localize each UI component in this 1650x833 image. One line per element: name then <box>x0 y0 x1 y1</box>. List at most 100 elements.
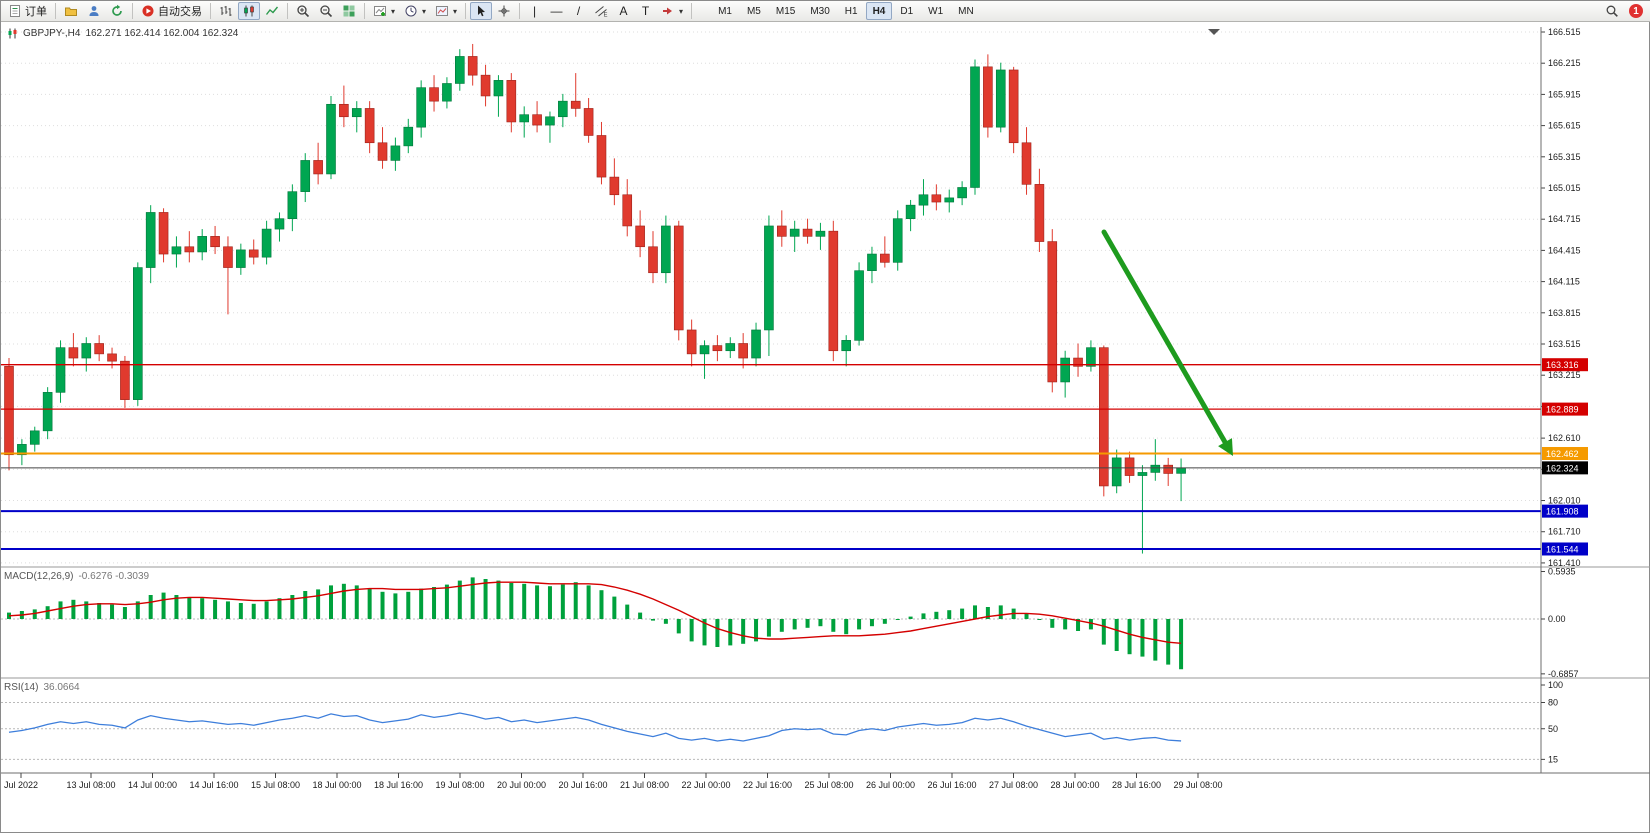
horizontal-lines[interactable] <box>1 364 1541 550</box>
candle-body[interactable] <box>210 236 220 248</box>
candle-body[interactable] <box>970 66 980 188</box>
candle-body[interactable] <box>532 114 542 126</box>
timeframe-d1-button[interactable]: D1 <box>900 5 914 17</box>
candle-body[interactable] <box>261 228 272 258</box>
candles[interactable] <box>4 43 1186 554</box>
candle-body[interactable] <box>764 225 774 331</box>
candle-body[interactable] <box>725 343 736 352</box>
candle-body[interactable] <box>55 347 66 393</box>
candle-body[interactable] <box>4 366 14 456</box>
candle-body[interactable] <box>1034 184 1045 242</box>
candle-body[interactable] <box>815 230 826 237</box>
vertical-line-tool-button[interactable]: | <box>524 2 545 20</box>
candle-body[interactable] <box>467 56 478 76</box>
candle-body[interactable] <box>1124 457 1135 476</box>
candle-body[interactable] <box>609 176 620 196</box>
indicators-button[interactable]: ▾ <box>369 2 399 20</box>
templates-button[interactable]: ▾ <box>431 2 461 20</box>
candle-body[interactable] <box>107 353 117 362</box>
candle-body[interactable] <box>17 444 27 456</box>
candle-body[interactable] <box>313 160 323 175</box>
candle-body[interactable] <box>983 66 993 128</box>
new-order-button[interactable]: 订单 <box>4 2 51 20</box>
candle-body[interactable] <box>493 80 504 97</box>
candle-body[interactable] <box>1073 357 1083 367</box>
candle-body[interactable] <box>712 345 723 352</box>
candle-body[interactable] <box>519 114 530 123</box>
folder-button[interactable] <box>60 2 82 20</box>
candle-body[interactable] <box>583 108 594 136</box>
candle-body[interactable] <box>248 249 259 258</box>
candle-body[interactable] <box>506 80 517 123</box>
candle-body[interactable] <box>570 100 581 109</box>
candle-body[interactable] <box>661 225 671 274</box>
line-chart-type-button[interactable] <box>261 2 283 20</box>
candle-body[interactable] <box>364 108 375 144</box>
candle-body[interactable] <box>429 87 439 102</box>
candle-body[interactable] <box>274 218 285 230</box>
candle-body[interactable] <box>223 246 233 268</box>
trend-arrow[interactable] <box>1101 229 1233 456</box>
candle-body[interactable] <box>1150 464 1161 473</box>
candle-body[interactable] <box>287 191 298 219</box>
candle-body[interactable] <box>1086 347 1096 367</box>
notification-badge[interactable]: 1 <box>1629 4 1643 18</box>
price-axis[interactable]: 166.515 166.215 165.915 165.615 165.315 165.0… <box>1541 27 1581 568</box>
candle-body[interactable] <box>841 340 852 352</box>
candle-body[interactable] <box>442 83 452 102</box>
macd-signal-line[interactable] <box>8 581 1182 645</box>
candle-body[interactable] <box>957 187 967 199</box>
timeframe-m1-button[interactable]: M1 <box>718 5 732 17</box>
trendline-tool-button[interactable]: / <box>568 2 589 20</box>
candle-body[interactable] <box>622 194 633 227</box>
candle-body[interactable] <box>236 249 246 268</box>
channel-tool-button[interactable]: E <box>590 2 612 20</box>
candle-body[interactable] <box>339 103 349 118</box>
text-tool-button[interactable]: A <box>613 2 634 20</box>
profile-button[interactable] <box>83 2 105 20</box>
zoom-out-button[interactable] <box>315 2 337 20</box>
timeframe-m15-button[interactable]: M15 <box>775 5 796 17</box>
candle-body[interactable] <box>802 228 813 237</box>
timeframe-h4-button[interactable]: H4 <box>865 2 893 20</box>
candle-body[interactable] <box>197 236 207 253</box>
candle-body[interactable] <box>1060 357 1070 383</box>
timeframe-h1-button[interactable]: H1 <box>844 5 858 17</box>
candle-body[interactable] <box>184 246 195 253</box>
zoom-in-button[interactable] <box>292 2 314 20</box>
candle-body[interactable] <box>867 253 877 271</box>
timeframe-m30-button[interactable]: M30 <box>810 5 830 17</box>
candle-body[interactable] <box>1137 472 1148 476</box>
candle-body[interactable] <box>648 246 658 274</box>
panel-separators[interactable] <box>1 27 1650 774</box>
candle-body[interactable] <box>480 74 491 97</box>
candle-body[interactable] <box>545 116 555 126</box>
candle-body[interactable] <box>1176 467 1186 474</box>
candle-body[interactable] <box>158 212 169 255</box>
candle-body[interactable] <box>403 126 414 147</box>
candle-body[interactable] <box>1047 241 1058 383</box>
candle-body[interactable] <box>1099 347 1109 487</box>
horizontal-line-tool-button[interactable]: — <box>546 2 567 20</box>
candle-body[interactable] <box>68 347 79 359</box>
candle-body[interactable] <box>776 225 787 237</box>
candle-body[interactable] <box>905 204 916 219</box>
candle-body[interactable] <box>171 246 182 255</box>
candle-body[interactable] <box>1008 69 1019 144</box>
candle-body[interactable] <box>120 360 130 400</box>
candle-body[interactable] <box>454 56 465 84</box>
candle-body[interactable] <box>1163 464 1173 474</box>
candle-body[interactable] <box>145 212 156 268</box>
time-axis[interactable]: Jul 2022 13 Jul 08:00 14 Jul 00:00 14 Jul 1… <box>4 773 1223 790</box>
crosshair-tool-button[interactable] <box>493 2 515 20</box>
cursor-tool-button[interactable] <box>470 2 493 20</box>
candle-body[interactable] <box>1111 457 1122 487</box>
candle-body[interactable] <box>390 145 401 161</box>
timeframe-m5-button[interactable]: M5 <box>746 5 761 17</box>
candle-body[interactable] <box>300 160 311 192</box>
candle-chart-type-button[interactable] <box>238 2 260 20</box>
candle-body[interactable] <box>995 69 1006 128</box>
candle-body[interactable] <box>1021 142 1032 185</box>
candle-body[interactable] <box>351 108 362 118</box>
